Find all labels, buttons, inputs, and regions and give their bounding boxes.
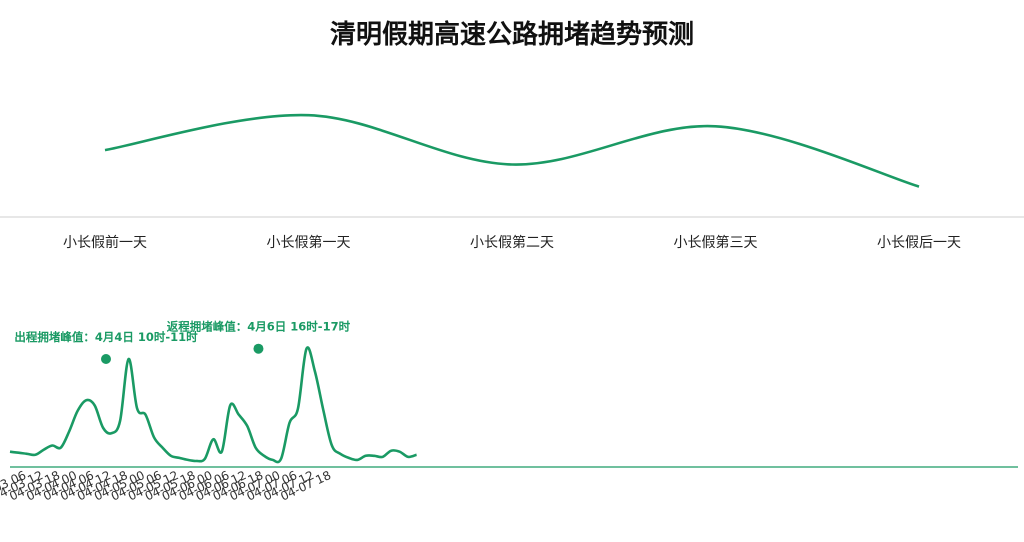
peak-marker (253, 343, 264, 354)
top-chart-series-line (104, 113, 920, 188)
top-category-label: 小长假前一天 (63, 234, 147, 251)
peak-annotation-label: 返程拥堵峰值：4月6日 16时-17时 (167, 320, 351, 334)
top-category-label: 小长假后一天 (877, 235, 961, 251)
top-chart-category-labels: 小长假前一天 小长假第一天 小长假第二天 小长假第三天 小长假后一天 (63, 234, 961, 251)
bottom-chart-series-line (9, 346, 417, 464)
top-category-label: 小长假第二天 (470, 234, 554, 251)
peak-annotation-label: 出程拥堵峰值：4月4日 10时-11时 (14, 330, 198, 344)
top-category-label: 小长假第一天 (267, 234, 351, 251)
chart-title: 清明假期高速公路拥堵趋势预测 (329, 20, 694, 50)
top-category-label: 小长假第三天 (674, 234, 758, 251)
peak-marker (100, 354, 111, 364)
